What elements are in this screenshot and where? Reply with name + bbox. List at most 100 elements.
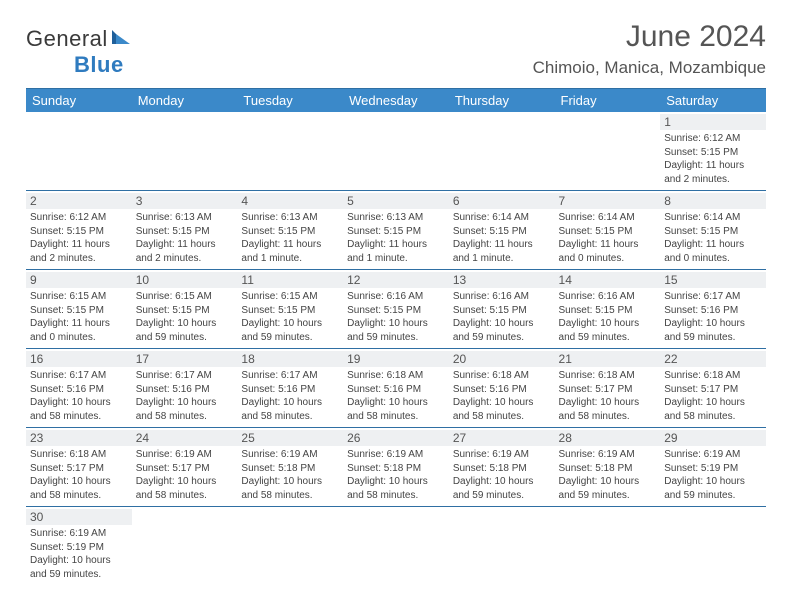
day-header-row: SundayMondayTuesdayWednesdayThursdayFrid… (26, 89, 766, 113)
day-info: Sunrise: 6:18 AMSunset: 5:17 PMDaylight:… (559, 369, 657, 423)
day-number: 21 (555, 351, 661, 367)
calendar-day: 13 Sunrise: 6:16 AMSunset: 5:15 PMDayligh… (449, 270, 555, 349)
day-info: Sunrise: 6:12 AMSunset: 5:15 PMDaylight:… (30, 211, 128, 265)
day-info: Sunrise: 6:19 AMSunset: 5:18 PMDaylight:… (241, 448, 339, 502)
calendar-day: 7 Sunrise: 6:14 AMSunset: 5:15 PMDaylight… (555, 191, 661, 270)
calendar-day: 26Sunrise: 6:19 AMSunset: 5:18 PMDayligh… (343, 428, 449, 507)
day-info: Sunrise: 6:18 AMSunset: 5:16 PMDaylight:… (347, 369, 445, 423)
day-info: Sunrise: 6:13 AMSunset: 5:15 PMDaylight:… (241, 211, 339, 265)
calendar-empty (555, 507, 661, 586)
calendar-day: 30Sunrise: 6:19 AMSunset: 5:19 PMDayligh… (26, 507, 132, 586)
day-number: 20 (449, 351, 555, 367)
calendar-day: 29 Sunrise: 6:19 AMSunset: 5:19 PMDayligh… (660, 428, 766, 507)
location-subtitle: Chimoio, Manica, Mozambique (533, 58, 766, 78)
day-number: 14 (555, 272, 661, 288)
day-number: 25 (237, 430, 343, 446)
calendar-day: 9 Sunrise: 6:15 AMSunset: 5:15 PMDaylight… (26, 270, 132, 349)
calendar-day: 23Sunrise: 6:18 AMSunset: 5:17 PMDayligh… (26, 428, 132, 507)
calendar-week: 30Sunrise: 6:19 AMSunset: 5:19 PMDayligh… (26, 507, 766, 586)
day-number: 10 (132, 272, 238, 288)
calendar-day: 4 Sunrise: 6:13 AMSunset: 5:15 PMDaylight… (237, 191, 343, 270)
day-info: Sunrise: 6:14 AMSunset: 5:15 PMDaylight:… (664, 211, 762, 265)
day-info: Sunrise: 6:17 AMSunset: 5:16 PMDaylight:… (136, 369, 234, 423)
calendar-day: 24Sunrise: 6:19 AMSunset: 5:17 PMDayligh… (132, 428, 238, 507)
day-header: Wednesday (343, 89, 449, 113)
day-number: 11 (237, 272, 343, 288)
calendar-day: 15 Sunrise: 6:17 AMSunset: 5:16 PMDayligh… (660, 270, 766, 349)
calendar-empty (26, 112, 132, 191)
calendar-day: 25 Sunrise: 6:19 AMSunset: 5:18 PMDayligh… (237, 428, 343, 507)
calendar-day: 17 Sunrise: 6:17 AMSunset: 5:16 PMDayligh… (132, 349, 238, 428)
day-header: Saturday (660, 89, 766, 113)
day-info: Sunrise: 6:14 AMSunset: 5:15 PMDaylight:… (559, 211, 657, 265)
calendar-empty (660, 507, 766, 586)
day-number: 12 (343, 272, 449, 288)
calendar-empty (237, 112, 343, 191)
calendar-day: 1Sunrise: 6:12 AMSunset: 5:15 PMDaylight… (660, 112, 766, 191)
day-number: 16 (26, 351, 132, 367)
day-info: Sunrise: 6:19 AMSunset: 5:19 PMDaylight:… (664, 448, 762, 502)
calendar-body: 1 Sunrise: 6:12 AMSunset: 5:15 PMDaylight… (26, 112, 766, 585)
sail-icon (110, 26, 134, 52)
calendar-day: 20 Sunrise: 6:18 AMSunset: 5:16 PMDayligh… (449, 349, 555, 428)
calendar-week: 23Sunrise: 6:18 AMSunset: 5:17 PMDayligh… (26, 428, 766, 507)
day-number: 4 (237, 193, 343, 209)
day-info: Sunrise: 6:14 AMSunset: 5:15 PMDaylight:… (453, 211, 551, 265)
day-info: Sunrise: 6:15 AMSunset: 5:15 PMDaylight:… (136, 290, 234, 344)
day-number: 3 (132, 193, 238, 209)
day-info: Sunrise: 6:19 AMSunset: 5:18 PMDaylight:… (453, 448, 551, 502)
day-number: 30 (26, 509, 132, 525)
day-info: Sunrise: 6:17 AMSunset: 5:16 PMDaylight:… (241, 369, 339, 423)
calendar-empty (449, 112, 555, 191)
day-header: Sunday (26, 89, 132, 113)
brand-part2: Blue (74, 52, 124, 77)
day-info: Sunrise: 6:16 AMSunset: 5:15 PMDaylight:… (453, 290, 551, 344)
title-block: June 2024 Chimoio, Manica, Mozambique (533, 20, 766, 78)
day-info: Sunrise: 6:17 AMSunset: 5:16 PMDaylight:… (30, 369, 128, 423)
calendar-empty (237, 507, 343, 586)
day-number: 8 (660, 193, 766, 209)
day-number: 9 (26, 272, 132, 288)
day-info: Sunrise: 6:17 AMSunset: 5:16 PMDaylight:… (664, 290, 762, 344)
calendar-empty (343, 112, 449, 191)
day-info: Sunrise: 6:16 AMSunset: 5:15 PMDaylight:… (559, 290, 657, 344)
day-info: Sunrise: 6:18 AMSunset: 5:16 PMDaylight:… (453, 369, 551, 423)
day-number: 1 (660, 114, 766, 130)
day-number: 13 (449, 272, 555, 288)
day-header: Tuesday (237, 89, 343, 113)
calendar-day: 21 Sunrise: 6:18 AMSunset: 5:17 PMDayligh… (555, 349, 661, 428)
day-number: 19 (343, 351, 449, 367)
day-number: 6 (449, 193, 555, 209)
day-number: 7 (555, 193, 661, 209)
day-info: Sunrise: 6:18 AMSunset: 5:17 PMDaylight:… (664, 369, 762, 423)
calendar-week: 1Sunrise: 6:12 AMSunset: 5:15 PMDaylight… (26, 112, 766, 191)
day-number: 28 (555, 430, 661, 446)
calendar-empty (343, 507, 449, 586)
day-number: 18 (237, 351, 343, 367)
calendar-day: 16 Sunrise: 6:17 AMSunset: 5:16 PMDayligh… (26, 349, 132, 428)
day-number: 15 (660, 272, 766, 288)
calendar-day: 8 Sunrise: 6:14 AMSunset: 5:15 PMDaylight… (660, 191, 766, 270)
calendar-day: 10 Sunrise: 6:15 AMSunset: 5:15 PMDayligh… (132, 270, 238, 349)
calendar-day: 2 Sunrise: 6:12 AMSunset: 5:15 PMDaylight… (26, 191, 132, 270)
calendar-day: 27Sunrise: 6:19 AMSunset: 5:18 PMDayligh… (449, 428, 555, 507)
calendar-table: SundayMondayTuesdayWednesdayThursdayFrid… (26, 88, 766, 585)
day-number: 17 (132, 351, 238, 367)
day-info: Sunrise: 6:15 AMSunset: 5:15 PMDaylight:… (30, 290, 128, 344)
day-number: 2 (26, 193, 132, 209)
calendar-empty (132, 112, 238, 191)
calendar-day: 22Sunrise: 6:18 AMSunset: 5:17 PMDayligh… (660, 349, 766, 428)
day-number: 26 (343, 430, 449, 446)
day-number: 29 (660, 430, 766, 446)
brand-text: GeneralBlue (26, 26, 134, 78)
calendar-day: 11Sunrise: 6:15 AMSunset: 5:15 PMDayligh… (237, 270, 343, 349)
day-number: 5 (343, 193, 449, 209)
day-info: Sunrise: 6:19 AMSunset: 5:17 PMDaylight:… (136, 448, 234, 502)
calendar-week: 2 Sunrise: 6:12 AMSunset: 5:15 PMDaylight… (26, 191, 766, 270)
calendar-week: 9Sunrise: 6:15 AMSunset: 5:15 PMDaylight… (26, 270, 766, 349)
day-number: 23 (26, 430, 132, 446)
calendar-empty (132, 507, 238, 586)
brand-part1: General (26, 26, 108, 51)
calendar-week: 16Sunrise: 6:17 AMSunset: 5:16 PMDayligh… (26, 349, 766, 428)
calendar-day: 14 Sunrise: 6:16 AMSunset: 5:15 PMDayligh… (555, 270, 661, 349)
